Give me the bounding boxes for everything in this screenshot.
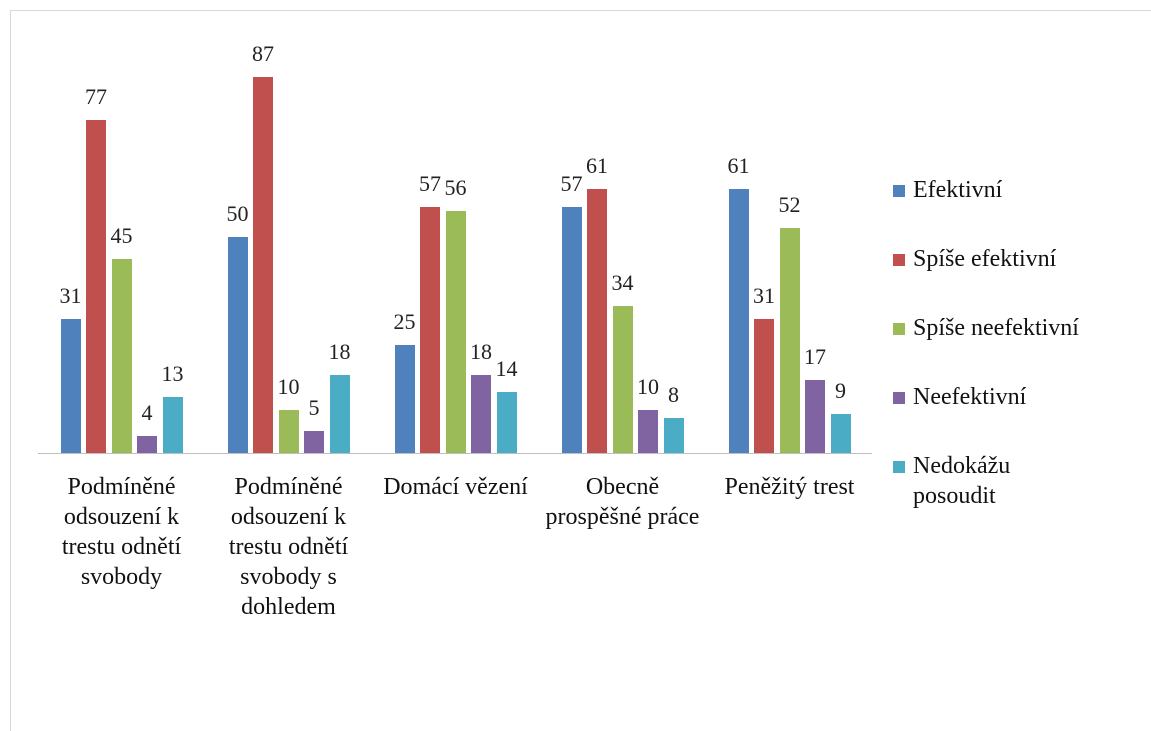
legend-swatch bbox=[893, 185, 905, 197]
bar bbox=[227, 236, 248, 453]
data-label: 14 bbox=[495, 356, 518, 382]
bar bbox=[329, 375, 350, 453]
data-label: 52 bbox=[778, 192, 801, 218]
data-label: 61 bbox=[727, 153, 750, 179]
bar bbox=[612, 306, 633, 453]
data-label: 57 bbox=[419, 170, 441, 196]
x-tick-label: Peněžitý trest bbox=[724, 474, 855, 500]
bar bbox=[111, 258, 132, 453]
legend-item: Efektivní bbox=[893, 175, 1145, 205]
data-label: 31 bbox=[753, 283, 775, 309]
legend-item: Neefektivní bbox=[893, 382, 1145, 412]
data-label: 10 bbox=[637, 373, 659, 399]
data-label: 5 bbox=[308, 395, 320, 421]
data-label: 31 bbox=[59, 283, 82, 309]
bar bbox=[587, 189, 607, 453]
legend-label: Spíše efektivní bbox=[913, 246, 1057, 272]
legend-swatch bbox=[893, 254, 905, 266]
bar bbox=[496, 392, 517, 453]
data-label: 25 bbox=[393, 308, 416, 334]
bar bbox=[60, 319, 81, 453]
data-label: 8 bbox=[668, 382, 679, 408]
x-tick-label: Podmíněné odsouzení k trestu odnětí svob… bbox=[228, 474, 349, 620]
bar bbox=[471, 375, 491, 453]
legend-label: Spíše neefektivní bbox=[913, 315, 1079, 341]
bar bbox=[420, 206, 440, 453]
bar bbox=[779, 228, 800, 453]
bar bbox=[663, 418, 684, 453]
bar bbox=[304, 431, 324, 453]
data-label: 56 bbox=[444, 174, 467, 200]
bar bbox=[805, 379, 825, 453]
legend-item: Nedokážu posoudit bbox=[893, 451, 1033, 511]
bar bbox=[638, 409, 658, 453]
legend-label: Neefektivní bbox=[913, 384, 1027, 410]
data-label: 9 bbox=[835, 378, 846, 404]
data-label: 4 bbox=[141, 399, 153, 425]
data-label: 61 bbox=[586, 153, 608, 179]
x-tick-label: Podmíněné odsouzení k trestu odnětí svob… bbox=[61, 474, 182, 590]
data-label: 50 bbox=[226, 200, 249, 226]
bar bbox=[394, 344, 415, 453]
data-label: 18 bbox=[470, 339, 492, 365]
data-label: 18 bbox=[328, 339, 351, 365]
x-tick-label: Domácí vězení bbox=[383, 474, 528, 500]
legend-item: Spíše efektivní bbox=[893, 244, 1145, 274]
data-label: 17 bbox=[804, 343, 826, 369]
bar bbox=[137, 435, 157, 453]
bar bbox=[754, 319, 774, 453]
data-label: 77 bbox=[85, 84, 107, 110]
chart-frame bbox=[10, 10, 1151, 731]
data-label: 45 bbox=[110, 222, 133, 248]
x-tick-label: Obecně prospěšné práce bbox=[545, 474, 700, 530]
legend-label: Nedokážu posoudit bbox=[913, 453, 1011, 509]
data-label: 87 bbox=[252, 41, 274, 66]
legend-label: Efektivní bbox=[913, 177, 1003, 203]
data-label: 57 bbox=[560, 170, 583, 196]
x-axis bbox=[38, 453, 872, 454]
legend-item: Spíše neefektivní bbox=[893, 313, 1145, 343]
bar bbox=[162, 396, 183, 453]
bar bbox=[445, 210, 466, 453]
bar bbox=[830, 414, 851, 453]
bar bbox=[561, 206, 582, 453]
data-label: 10 bbox=[277, 373, 300, 399]
bar bbox=[86, 120, 106, 453]
bar bbox=[728, 189, 749, 453]
data-label: 34 bbox=[611, 270, 634, 296]
data-label: 13 bbox=[161, 360, 184, 386]
legend-swatch bbox=[893, 461, 905, 473]
bar bbox=[253, 77, 273, 453]
bar bbox=[278, 409, 299, 453]
legend-swatch bbox=[893, 323, 905, 335]
legend-swatch bbox=[893, 392, 905, 404]
